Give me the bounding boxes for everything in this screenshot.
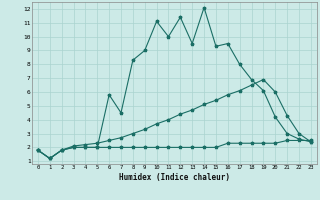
X-axis label: Humidex (Indice chaleur): Humidex (Indice chaleur) <box>119 173 230 182</box>
